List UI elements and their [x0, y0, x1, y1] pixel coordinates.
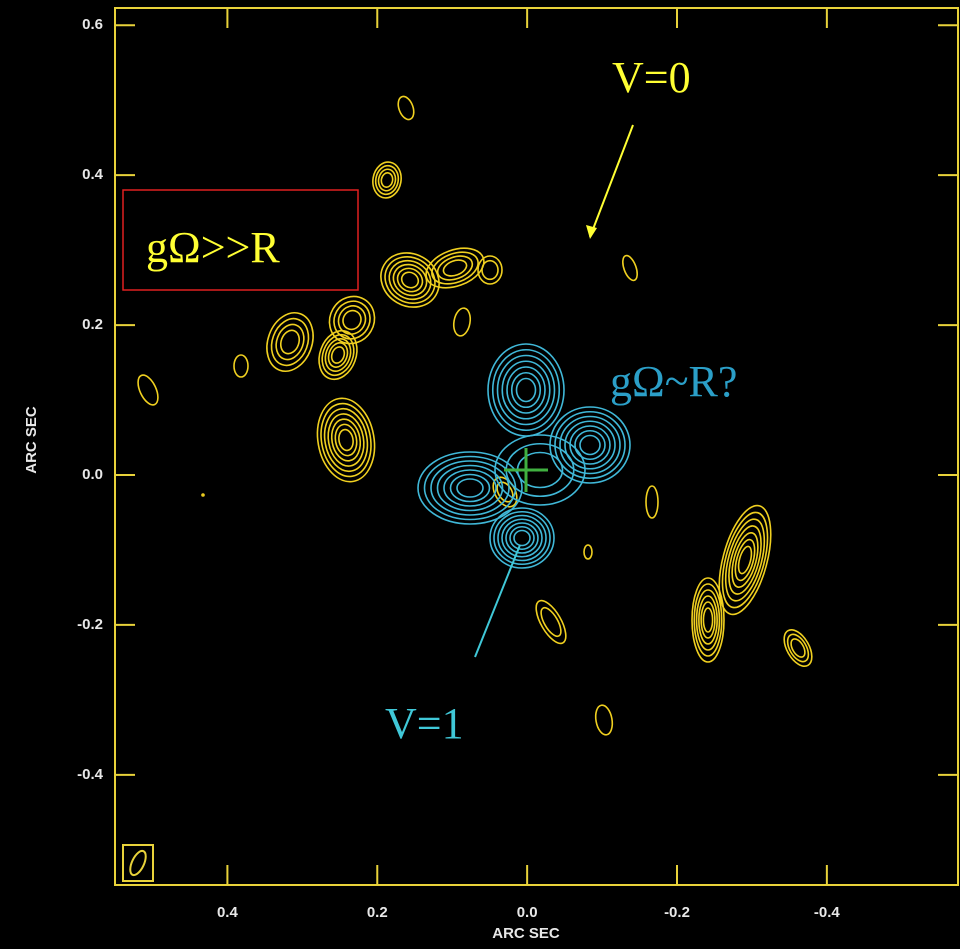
x-tick-label: 0.0 [517, 904, 538, 921]
x-axis-label: ARC SEC [492, 925, 560, 942]
y-tick-label: 0.4 [82, 166, 104, 183]
x-tick-label: -0.2 [664, 904, 690, 921]
background [0, 0, 960, 949]
x-tick-label: 0.2 [367, 904, 388, 921]
x-tick-label: 0.4 [217, 904, 239, 921]
annotation: V=0 [612, 53, 691, 102]
y-tick-label: -0.2 [77, 616, 103, 633]
y-tick-label: 0.2 [82, 316, 103, 333]
annotation: gΩ>>R [146, 223, 280, 272]
y-axis-label: ARC SEC [23, 406, 40, 474]
chart: V=0 gΩ>>R gΩ~R? V=1 ARC SEC ARC SEC 0.4 0… [0, 0, 960, 949]
y-tick-label: -0.4 [77, 766, 104, 783]
x-tick-label: -0.4 [814, 904, 841, 921]
annotation: V=1 [385, 699, 464, 748]
y-tick-label: 0.0 [82, 466, 103, 483]
annotation: gΩ~R? [610, 357, 737, 406]
page: V=0 gΩ>>R gΩ~R? V=1 ARC SEC ARC SEC 0.4 0… [0, 0, 960, 949]
y-tick-label: 0.6 [82, 16, 103, 33]
